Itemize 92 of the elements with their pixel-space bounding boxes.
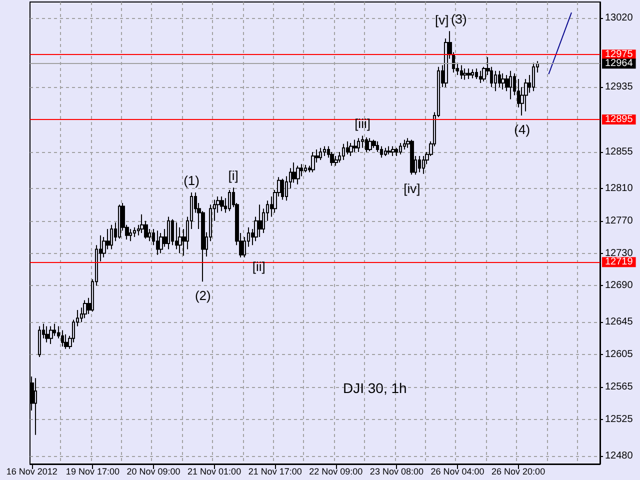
candlestick <box>532 62 535 92</box>
candlestick <box>501 72 505 90</box>
x-tick-label: 22 Nov 09:00 <box>309 466 363 476</box>
candlestick <box>281 178 284 200</box>
candlestick <box>178 226 182 254</box>
candlestick <box>372 139 376 148</box>
candlestick <box>323 146 326 156</box>
candlestick <box>403 139 406 150</box>
x-tick-label: 21 Nov 17:00 <box>248 466 302 476</box>
ref-line-label: 12964 <box>605 58 634 70</box>
candlestick <box>45 326 49 343</box>
y-tick-label: 12690 <box>605 280 634 292</box>
annotation: [iii] <box>354 116 370 132</box>
annotation: (4) <box>514 122 530 137</box>
candlestick <box>349 142 353 156</box>
candlestick <box>467 68 471 80</box>
candlestick <box>228 190 231 212</box>
x-tick-label: 21 Nov 01:00 <box>188 466 242 476</box>
candlestick <box>357 138 360 152</box>
y-tick-label: 12935 <box>605 82 634 93</box>
candlestick <box>479 70 482 84</box>
candlestick <box>509 70 512 100</box>
candlestick <box>49 326 53 345</box>
y-tick-label: 12770 <box>605 215 634 226</box>
y-tick-label: 12810 <box>605 182 634 194</box>
candlestick <box>365 136 368 152</box>
candlestick <box>334 156 338 166</box>
candlestick <box>110 224 113 250</box>
annotation: (1) <box>184 172 200 188</box>
candlestick <box>380 146 383 158</box>
candlestick <box>494 70 497 92</box>
candlestick <box>64 334 68 350</box>
ref-line-label: 12719 <box>605 256 634 268</box>
candlestick <box>399 142 402 155</box>
candlestick <box>296 165 300 185</box>
candlestick <box>460 64 463 80</box>
annotation: [v] <box>435 12 449 28</box>
y-tick-label: 12730 <box>605 248 634 259</box>
y-tick-label: 12855 <box>605 146 634 158</box>
candlestick <box>118 204 121 240</box>
ref-line-label: 12975 <box>605 49 634 60</box>
candlestick <box>524 78 528 112</box>
candlestick <box>159 232 163 254</box>
candlestick <box>368 138 372 152</box>
candlestick <box>471 68 474 79</box>
candlestick <box>498 70 501 88</box>
candlestick <box>175 222 178 250</box>
y-tick-label: 12605 <box>605 349 634 360</box>
candlestick <box>167 216 170 250</box>
x-tick-label: 19 Nov 17:00 <box>66 466 120 476</box>
x-tick-label: 16 Nov 2012 <box>6 466 58 476</box>
x-tick-label: 26 Nov 04:00 <box>430 466 484 476</box>
annotation: (3) <box>450 12 467 26</box>
candlestick <box>319 147 322 161</box>
candlestick <box>395 147 398 156</box>
annotation: [iv] <box>404 181 420 196</box>
candlestick <box>410 139 414 176</box>
y-tick-label: 12525 <box>605 414 634 425</box>
candlestick <box>220 196 224 212</box>
candlestick <box>129 228 132 242</box>
candlestick <box>311 151 315 173</box>
candlestick <box>463 68 467 80</box>
candlestick <box>391 146 395 156</box>
candlestick <box>171 218 174 246</box>
candlestick <box>34 378 37 436</box>
x-tick-label: 23 Nov 08:00 <box>370 466 424 476</box>
y-tick-label: 12480 <box>605 450 634 462</box>
candlestick <box>38 326 41 358</box>
candlestick <box>387 146 391 155</box>
candlestick <box>258 204 262 238</box>
candlestick <box>83 300 87 319</box>
candlestick <box>384 147 387 156</box>
candlestick <box>361 135 364 148</box>
text: DJI 30, 1h <box>343 380 407 396</box>
x-tick-label: 26 Nov 20:00 <box>492 466 546 476</box>
candlestick <box>418 156 421 173</box>
y-tick-label: 12645 <box>605 316 634 328</box>
x-tick-label: 20 Nov 09:00 <box>126 466 180 476</box>
candlestick <box>342 143 345 161</box>
candlestick <box>475 68 478 80</box>
candlestick <box>133 226 136 238</box>
candlestick <box>156 230 159 256</box>
candlestick <box>422 156 425 174</box>
annotation: [i] <box>228 168 238 184</box>
y-tick-label: 12565 <box>605 382 634 392</box>
annotation: (2) <box>194 288 211 304</box>
y-tick-label: 13020 <box>605 12 634 24</box>
annotation: [ii] <box>252 258 266 274</box>
candlestick <box>61 330 64 347</box>
candlestick <box>353 139 357 152</box>
ref-line-label: 12895 <box>605 114 634 126</box>
candlestick <box>304 164 307 173</box>
